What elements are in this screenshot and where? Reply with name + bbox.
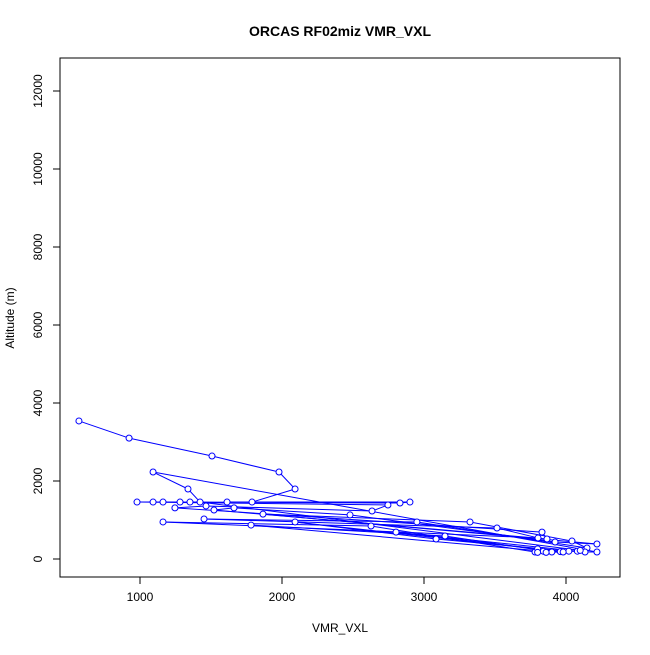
data-point (397, 500, 403, 506)
data-point (134, 499, 140, 505)
data-point (549, 549, 555, 555)
y-tick-label: 12000 (31, 74, 45, 108)
data-point (369, 508, 375, 514)
data-point (224, 499, 230, 505)
series-segment (163, 522, 371, 526)
series-segment (79, 421, 129, 438)
data-point (467, 519, 473, 525)
y-tick-label: 2000 (31, 467, 45, 494)
data-point (201, 516, 207, 522)
y-tick-label: 4000 (31, 389, 45, 416)
data-point (368, 523, 374, 529)
x-tick-label: 1000 (127, 590, 154, 604)
data-point (577, 547, 583, 553)
data-point (414, 519, 420, 525)
y-tick-label: 0 (31, 555, 45, 562)
plot-frame (60, 58, 620, 577)
data-point (276, 469, 282, 475)
data-point (150, 469, 156, 475)
data-point (231, 505, 237, 511)
series-segment (212, 456, 279, 472)
series-segment (129, 438, 212, 456)
data-point (544, 536, 550, 542)
data-point (560, 549, 566, 555)
data-point (539, 529, 545, 535)
data-point (160, 519, 166, 525)
y-tick-label: 10000 (31, 152, 45, 186)
y-axis-label: Altitude (m) (3, 287, 17, 348)
series-segment (175, 506, 206, 508)
data-point (407, 499, 413, 505)
data-point (160, 499, 166, 505)
data-point (393, 529, 399, 535)
data-point (76, 418, 82, 424)
data-point (185, 486, 191, 492)
data-point (126, 435, 132, 441)
data-point (347, 512, 353, 518)
data-point (260, 511, 266, 517)
data-point (187, 499, 193, 505)
data-point (248, 522, 254, 528)
data-point (292, 519, 298, 525)
y-tick-label: 8000 (31, 233, 45, 260)
data-point (594, 549, 600, 555)
data-point (543, 549, 549, 555)
chart-title: ORCAS RF02miz VMR_VXL (249, 23, 431, 39)
data-point (594, 541, 600, 547)
data-point (150, 499, 156, 505)
x-tick-label: 4000 (553, 590, 580, 604)
data-point (433, 536, 439, 542)
data-point (209, 453, 215, 459)
data-point (494, 525, 500, 531)
data-point (442, 533, 448, 539)
data-point (535, 549, 541, 555)
x-tick-label: 3000 (411, 590, 438, 604)
data-point (552, 539, 558, 545)
data-point (172, 505, 178, 511)
data-point (177, 499, 183, 505)
x-tick-label: 2000 (269, 590, 296, 604)
data-point (249, 499, 255, 505)
data-point (569, 538, 575, 544)
data-point (535, 535, 541, 541)
data-point (566, 548, 572, 554)
y-tick-label: 6000 (31, 311, 45, 338)
series-segment (279, 472, 295, 489)
data-point (211, 507, 217, 513)
x-axis-label: VMR_VXL (312, 621, 368, 635)
data-point (385, 502, 391, 508)
data-point (203, 503, 209, 509)
series-segment (153, 472, 188, 489)
data-point (197, 499, 203, 505)
data-point (292, 486, 298, 492)
